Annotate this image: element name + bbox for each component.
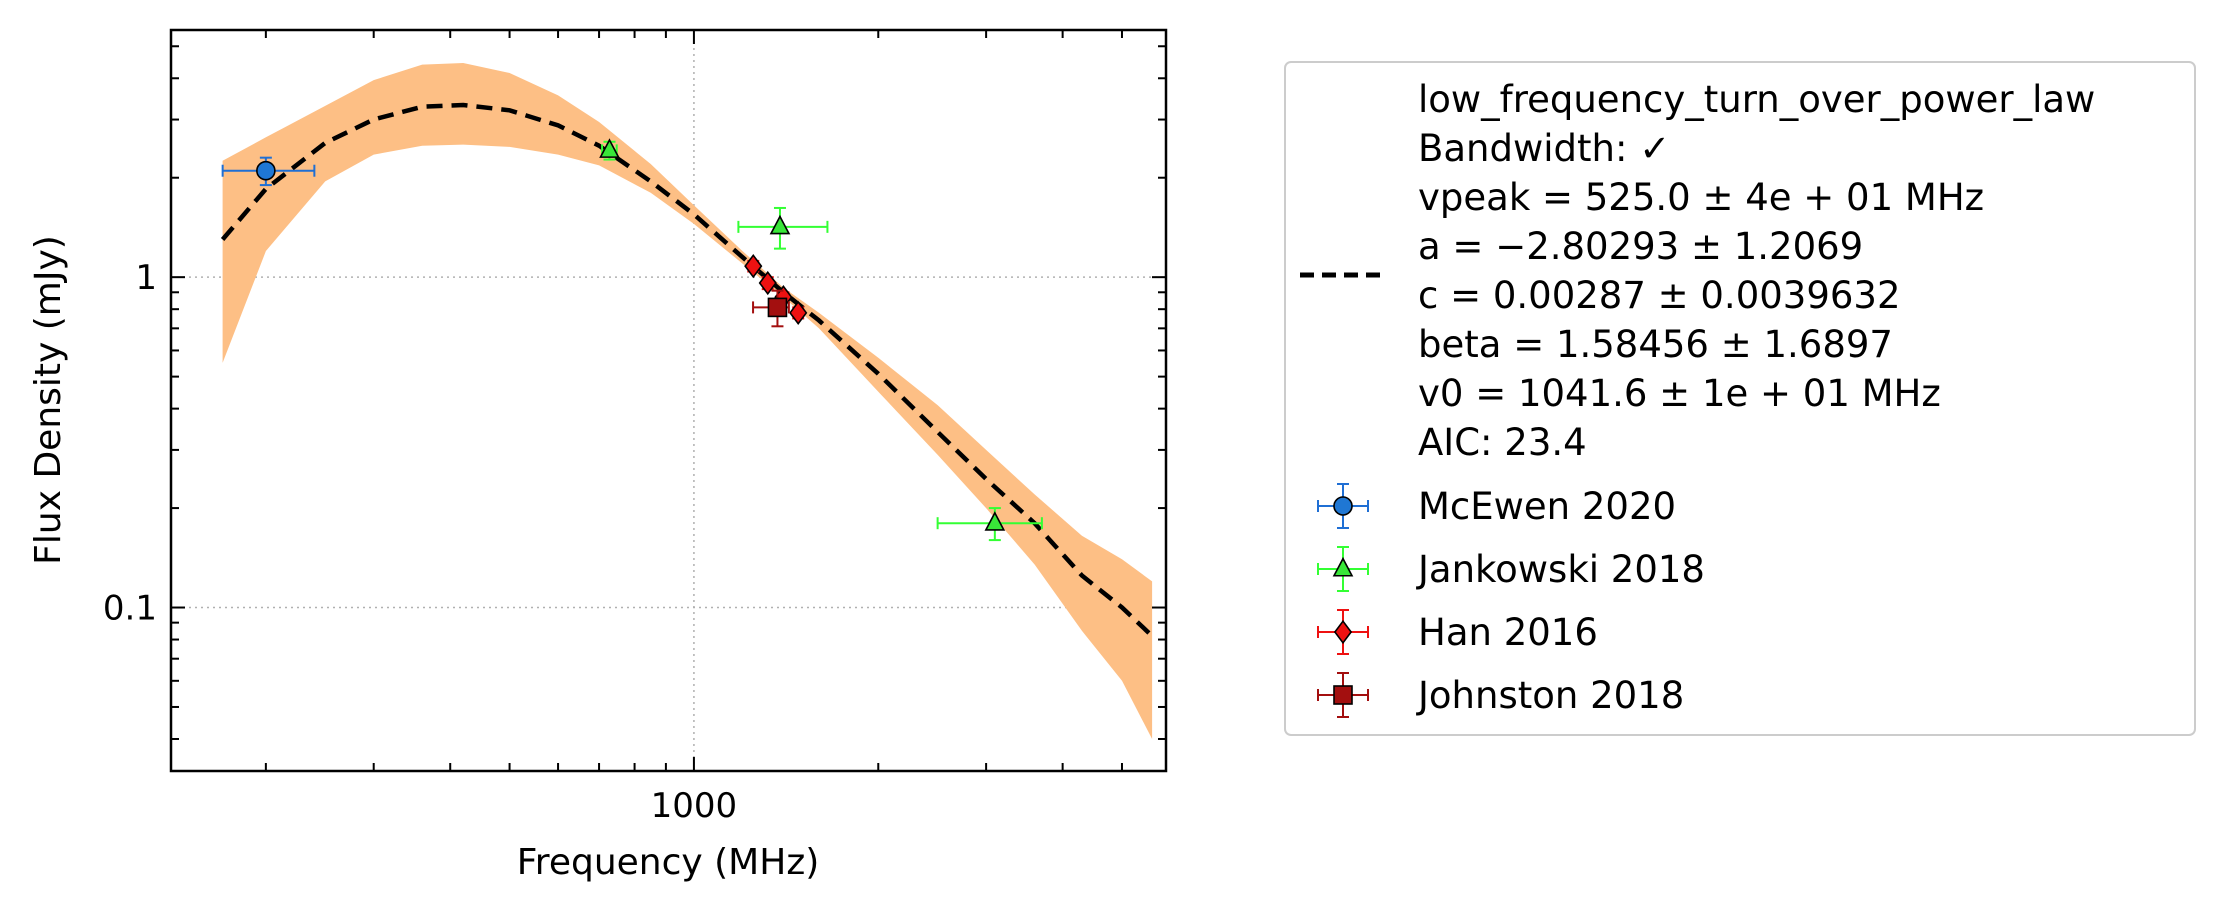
fit-band-area	[222, 63, 1153, 739]
legend-marker	[1333, 496, 1353, 516]
fit-curve	[220, 102, 1154, 638]
grid-lines	[171, 30, 1166, 771]
legend-series-entries: McEwen 2020 Jankowski 2018 Han 2016 Johnsto…	[1317, 483, 1705, 718]
legend-fit-line: beta = 1.58456 ± 1.6897	[1418, 323, 1893, 366]
y-axis-label: Flux Density (mJy)	[28, 235, 69, 565]
data-point	[789, 300, 808, 325]
data-point	[758, 270, 777, 296]
fit-uncertainty-band	[222, 63, 1153, 739]
legend-series-label: Johnston 2018	[1416, 674, 1684, 717]
legend-fit-line: a = −2.80293 ± 1.2069	[1418, 225, 1863, 268]
x-tick-label: 1000	[651, 786, 738, 826]
plot-frame	[169, 28, 1168, 773]
legend-fit-line: AIC: 23.4	[1418, 421, 1587, 464]
legend-fit-line: c = 0.00287 ± 0.0039632	[1418, 274, 1900, 317]
legend-series-label: Jankowski 2018	[1416, 548, 1705, 591]
series-mcewen-2020	[221, 156, 316, 187]
legend-fit-line: low_frequency_turn_over_power_law	[1418, 78, 2095, 121]
legend-series-label: McEwen 2020	[1418, 485, 1676, 528]
series-johnston-2018	[752, 289, 790, 328]
y-tick-label: 1	[135, 258, 157, 298]
y-tick-label: 0.1	[103, 589, 157, 629]
x-axis-label: Frequency (MHz)	[517, 842, 820, 883]
legend-fit-line: vpeak = 525.0 ± 4e + 01 MHz	[1418, 176, 1984, 219]
legend-marker	[1333, 685, 1353, 705]
series-jankowski-2018	[599, 138, 1043, 542]
data-point	[744, 253, 763, 279]
legend-fit-text: low_frequency_turn_over_power_law Bandwid…	[1418, 78, 2095, 464]
axis-ticks: 1000 0.1 1	[103, 30, 1166, 826]
data-point	[769, 214, 791, 235]
legend-box	[1284, 61, 2196, 736]
data-point	[256, 160, 276, 181]
legend-series-label: Han 2016	[1418, 611, 1598, 654]
legend-fit-line: v0 = 1041.6 ± 1e + 01 MHz	[1418, 372, 1941, 415]
fit-line	[220, 102, 1154, 638]
data-point	[599, 138, 620, 158]
legend-marker	[1333, 619, 1353, 645]
legend-fit-line: Bandwidth: ✓	[1418, 127, 1670, 170]
data-points	[221, 138, 1043, 542]
data-point	[984, 511, 1006, 531]
legend: low_frequency_turn_over_power_law Bandwid…	[1284, 61, 2196, 736]
data-point	[767, 297, 788, 318]
legend-marker	[1332, 556, 1354, 577]
